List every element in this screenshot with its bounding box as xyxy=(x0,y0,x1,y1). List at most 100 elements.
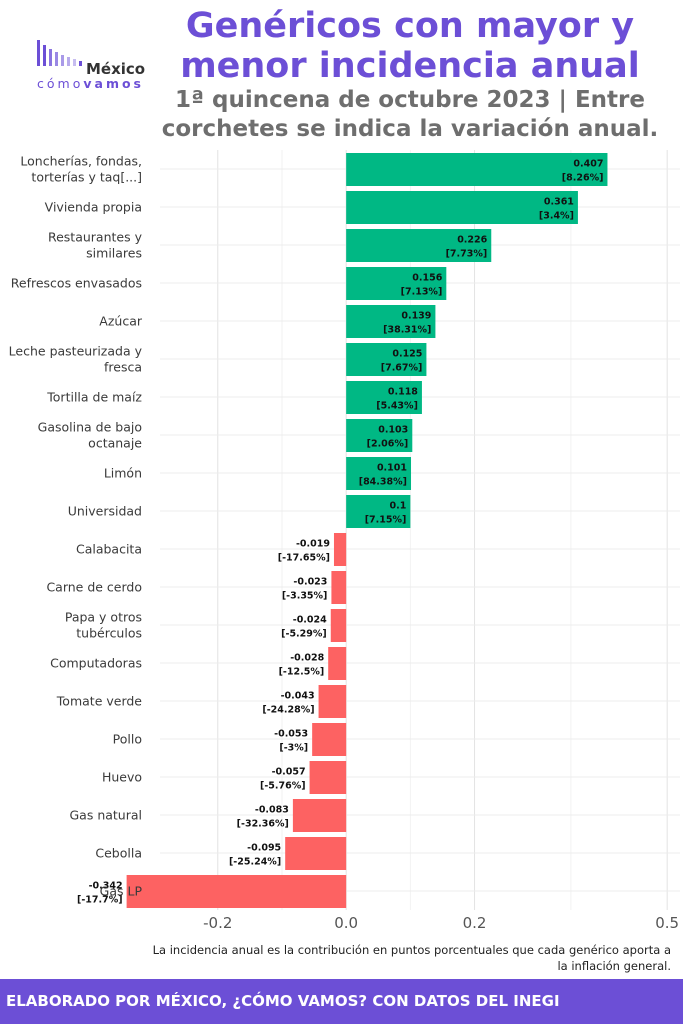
bar xyxy=(346,419,413,452)
bar-variation-label: [7.73%] xyxy=(446,249,488,260)
bar xyxy=(346,191,578,224)
bar xyxy=(346,153,608,186)
bar-value-label: 0.125 xyxy=(392,349,422,360)
logo-text-como: cómo xyxy=(37,76,84,91)
bar-variation-label: [2.06%] xyxy=(367,439,409,450)
bar xyxy=(346,267,447,300)
x-tick-label: 0.0 xyxy=(334,914,358,932)
bar xyxy=(292,799,347,832)
bar-value-label: -0.083 xyxy=(255,805,289,816)
bar-variation-label: [-3.35%] xyxy=(282,591,328,602)
chart-subtitle: 1ª quincena de octubre 2023 | Entre corc… xyxy=(161,87,659,142)
bar-value-label: -0.043 xyxy=(281,691,315,702)
x-tick-label: -0.2 xyxy=(203,914,232,932)
bar-variation-label: [-5.29%] xyxy=(281,629,327,640)
bar-value-label: -0.024 xyxy=(293,615,327,626)
logo-bars-icon xyxy=(37,40,82,66)
bar xyxy=(328,647,347,680)
category-label: Vivienda propia xyxy=(45,200,142,215)
category-label: Cebolla xyxy=(95,846,142,861)
category-label: Tomate verde xyxy=(56,694,143,709)
chart-category-labels: Loncherías, fondas,torterías y taq[...] V… xyxy=(9,154,143,899)
bar-variation-label: [-17.7%] xyxy=(77,895,123,906)
logo-text-como-vamos: cómovamos xyxy=(37,76,144,91)
category-label: Tortilla de maíz xyxy=(46,390,142,405)
bar xyxy=(312,723,347,756)
bar-variation-label: [-25.24%] xyxy=(229,857,281,868)
bar-variation-label: [84.38%] xyxy=(359,477,407,488)
category-label: tubérculos xyxy=(76,626,142,641)
bar-value-label: 0.361 xyxy=(544,197,574,208)
bar xyxy=(346,457,412,490)
bar-value-label: -0.342 xyxy=(89,881,123,892)
mexico-como-vamos-logo: México cómovamos xyxy=(36,38,154,94)
bar-value-label: -0.053 xyxy=(274,729,308,740)
category-label: Loncherías, fondas, xyxy=(20,154,142,169)
bar-variation-label: [5.43%] xyxy=(376,401,418,412)
bar-variation-label: [-12.5%] xyxy=(279,667,325,678)
bar xyxy=(346,381,422,414)
bar xyxy=(346,343,427,376)
bar xyxy=(330,609,347,642)
bar-value-label: 0.101 xyxy=(377,463,407,474)
category-label: Limón xyxy=(104,466,142,481)
bar-variation-label: [-5.76%] xyxy=(260,781,306,792)
bar-value-label: -0.023 xyxy=(293,577,327,588)
bar-variation-label: [38.31%] xyxy=(383,325,431,336)
chart-grid xyxy=(160,150,680,910)
bar xyxy=(346,305,436,338)
bar-variation-label: [3.4%] xyxy=(539,211,574,222)
bar xyxy=(309,761,347,794)
bar xyxy=(285,837,347,870)
bar-variation-label: [7.15%] xyxy=(365,515,407,526)
category-label: Universidad xyxy=(68,504,142,519)
category-label: Restaurantes y xyxy=(48,230,143,245)
category-label: Azúcar xyxy=(99,314,143,329)
bar-variation-label: [-3%] xyxy=(279,743,308,754)
bar-variation-label: [8.26%] xyxy=(562,173,604,184)
bar-variation-label: [-24.28%] xyxy=(262,705,314,716)
bar xyxy=(346,229,492,262)
category-label: Refrescos envasados xyxy=(11,276,142,291)
category-label: Papa y otros xyxy=(65,610,142,625)
category-label: fresca xyxy=(104,360,142,375)
category-label: torterías y taq[...] xyxy=(31,170,142,185)
category-label: Pollo xyxy=(113,732,142,747)
bar-value-label: -0.019 xyxy=(296,539,330,550)
bar-variation-label: [7.13%] xyxy=(401,287,443,298)
bar-variation-label: [7.67%] xyxy=(381,363,423,374)
bar-variation-label: [-17.65%] xyxy=(278,553,330,564)
bar-value-label: 0.226 xyxy=(457,235,487,246)
x-tick-label: 0.5 xyxy=(655,914,679,932)
category-label: Computadoras xyxy=(50,656,142,671)
bar xyxy=(346,495,411,528)
bar-value-label: 0.103 xyxy=(378,425,408,436)
bar-variation-label: [-32.36%] xyxy=(237,819,289,830)
logo-text-vamos: vamos xyxy=(83,76,144,91)
category-label: similares xyxy=(86,246,142,261)
chart-x-axis: -0.2 0.0 0.2 0.5 xyxy=(203,914,679,932)
bar-value-label: 0.1 xyxy=(390,501,407,512)
bar xyxy=(318,685,347,718)
category-label: Huevo xyxy=(102,770,142,785)
chart-title: Genéricos con mayor y menor incidencia a… xyxy=(180,6,640,86)
chart-bars xyxy=(126,153,608,908)
bar-value-label: -0.057 xyxy=(272,767,306,778)
category-label: Leche pasteurizada y xyxy=(9,344,143,359)
bar-value-label: 0.407 xyxy=(573,159,603,170)
bar xyxy=(126,875,347,908)
bar-value-label: 0.118 xyxy=(388,387,418,398)
category-label: Gasolina de bajo xyxy=(38,420,142,435)
bar-value-label: -0.095 xyxy=(247,843,281,854)
category-label: Gas natural xyxy=(69,808,142,823)
category-label: Carne de cerdo xyxy=(46,580,142,595)
bar-value-label: -0.028 xyxy=(290,653,324,664)
bar xyxy=(331,571,347,604)
x-tick-label: 0.2 xyxy=(463,914,487,932)
bar xyxy=(333,533,347,566)
bar-value-label: 0.139 xyxy=(401,311,431,322)
bar-value-label: 0.156 xyxy=(412,273,442,284)
chart-value-labels: 0.407 [8.26%] 0.361 [3.4%] 0.226 [7.73%] 0.156… xyxy=(77,159,603,906)
incidence-bar-chart: 0.407 [8.26%] 0.361 [3.4%] 0.226 [7.73%] 0.156… xyxy=(9,150,680,932)
category-label: Calabacita xyxy=(76,542,142,557)
